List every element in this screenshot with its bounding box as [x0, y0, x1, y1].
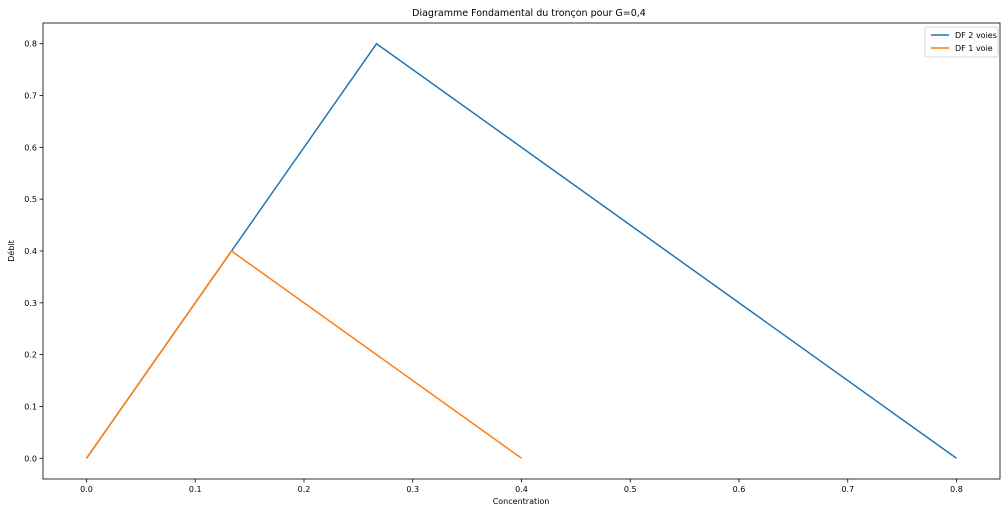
y-axis: 0.0 0.1 0.2 0.3 0.4 0.5 0.6 0.7 0.8 [24, 40, 43, 463]
x-axis: 0.0 0.1 0.2 0.3 0.4 0.5 0.6 0.7 0.8 [80, 479, 963, 494]
series-group [85, 42, 957, 459]
y-tick-label: 0.1 [24, 402, 37, 411]
legend-label-df-1-voie: DF 1 voie [955, 44, 993, 53]
y-tick-label: 0.7 [24, 92, 37, 101]
x-tick-label: 0.7 [841, 485, 854, 494]
y-tick-label: 0.5 [24, 195, 37, 204]
legend-label-df-2-voies: DF 2 voies [955, 31, 997, 40]
x-tick-label: 0.2 [298, 485, 311, 494]
x-axis-label: Concentration [493, 497, 550, 506]
plot-area [42, 22, 1001, 480]
chart-title: Diagramme Fondamental du tronçon pour G=… [412, 8, 646, 19]
series-line-df-1-voie [85, 249, 522, 459]
x-tick-label: 0.3 [406, 485, 419, 494]
x-tick-label: 0.5 [624, 485, 637, 494]
x-tick-label: 0.0 [80, 485, 93, 494]
y-tick-label: 0.0 [24, 454, 37, 463]
y-tick-label: 0.6 [24, 143, 37, 152]
x-tick-label: 0.4 [515, 485, 528, 494]
y-tick-label: 0.2 [24, 351, 37, 360]
legend: DF 2 voies DF 1 voie [924, 26, 999, 58]
x-tick-label: 0.1 [189, 485, 202, 494]
y-axis-label: Débit [6, 240, 16, 262]
x-tick-label: 0.8 [950, 485, 963, 494]
y-tick-label: 0.4 [24, 247, 37, 256]
y-tick-label: 0.3 [24, 299, 37, 308]
x-tick-label: 0.6 [733, 485, 746, 494]
y-tick-label: 0.8 [24, 40, 37, 49]
